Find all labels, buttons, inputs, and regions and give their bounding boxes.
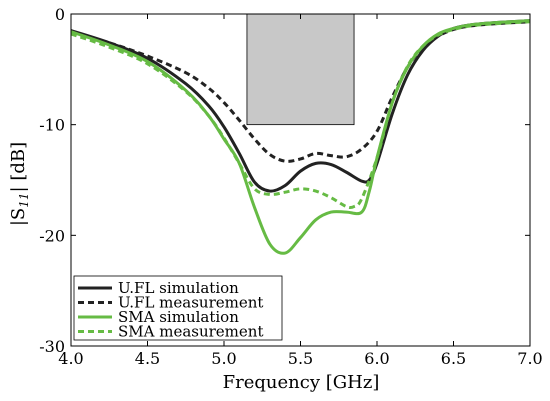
y-tick-label: -20	[39, 226, 65, 245]
legend-label: SMA measurement	[118, 323, 263, 341]
y-axis-label: |S11| [dB]	[8, 142, 31, 226]
x-tick-label: 5.0	[211, 349, 236, 368]
plot-frame	[70, 13, 531, 347]
y-tick-label: -10	[39, 116, 65, 135]
x-tick-label: 5.5	[288, 349, 313, 368]
legend-label: U.FL measurement	[118, 294, 263, 312]
x-tick-label: 7.0	[517, 349, 542, 368]
x-tick-label: 6.0	[364, 349, 389, 368]
shaded-band	[246, 13, 355, 126]
x-tick-labels: 4.0 4.5 5.0 5.5 6.0 6.5 7.0	[58, 349, 542, 368]
x-tick-label: 4.0	[58, 349, 83, 368]
x-tick-label: 6.5	[441, 349, 466, 368]
legend-label: SMA simulation	[118, 308, 239, 326]
y-tick-label: -30	[39, 337, 65, 356]
y-tick-label: 0	[55, 5, 65, 24]
series-line-sma-measurement	[70, 20, 531, 210]
y-tick-labels: 0 -10 -20 -30	[39, 5, 65, 356]
x-axis-label: Frequency [GHz]	[223, 372, 380, 393]
legend-label: U.FL simulation	[118, 279, 239, 297]
series-layer	[70, 19, 531, 255]
x-tick-label: 4.5	[135, 349, 160, 368]
shaded-band-layer	[246, 13, 355, 126]
